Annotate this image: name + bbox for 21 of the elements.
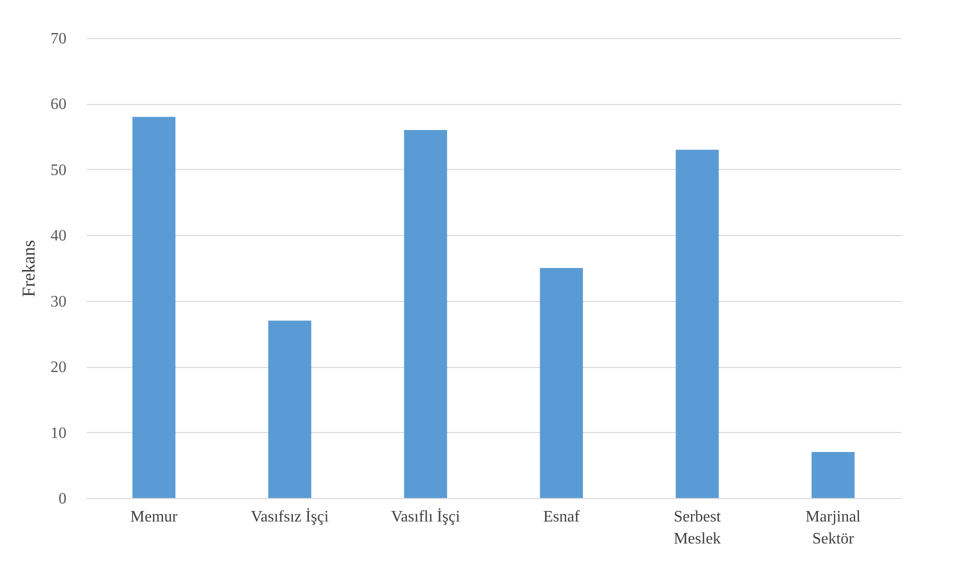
y-tick-label: 20	[50, 359, 66, 376]
x-tick-label: Esnaf	[543, 508, 580, 526]
bar	[676, 150, 719, 498]
bar	[268, 320, 312, 498]
bar	[540, 268, 583, 498]
y-tick-label: 60	[50, 96, 66, 114]
x-tick-label: Vasıflı İşçi	[391, 508, 461, 526]
bar	[404, 130, 448, 498]
bar	[812, 452, 855, 498]
x-tick-label: Memur	[130, 508, 178, 526]
x-tick-label: Vasıfsız İşçi	[250, 508, 330, 526]
y-axis-title: Frekans	[18, 240, 38, 297]
y-tick-label: 0	[58, 490, 66, 508]
bar	[132, 116, 176, 498]
y-tick-label: 10	[50, 424, 66, 442]
y-tick-label: 40	[50, 228, 66, 245]
y-tick-label: 50	[50, 162, 66, 179]
y-tick-label: 70	[50, 30, 66, 48]
y-tick-label: 30	[50, 293, 66, 310]
x-tick-label: Marjinal Sektör	[806, 508, 862, 548]
x-tick-label: Serbest Meslek	[674, 508, 722, 548]
